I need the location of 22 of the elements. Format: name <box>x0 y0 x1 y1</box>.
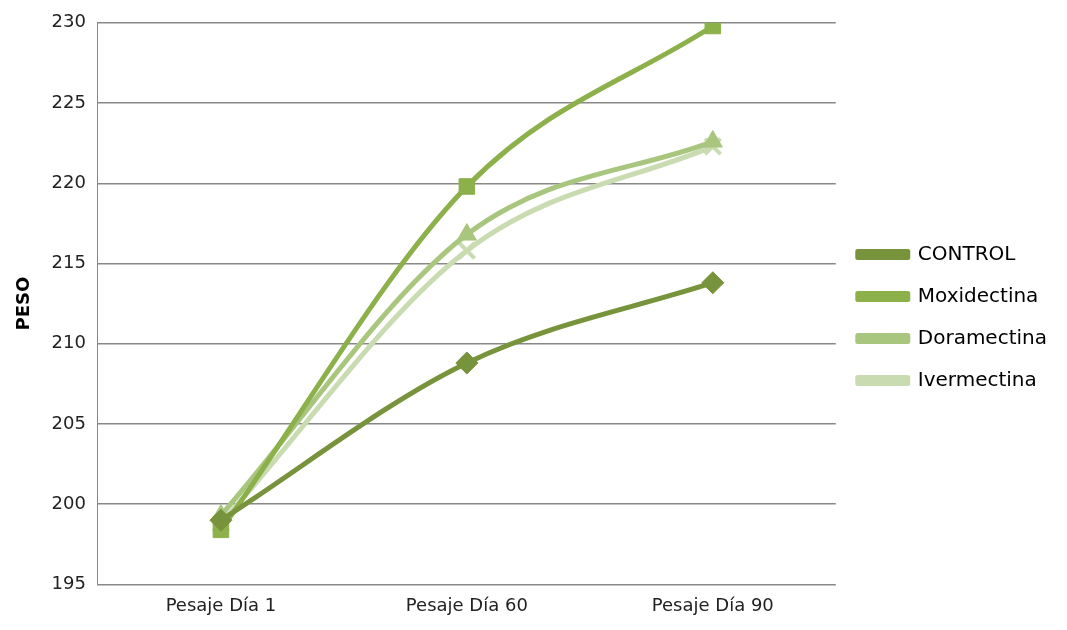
y-tick-label: 225 <box>51 90 86 112</box>
legend-label: Doramectina <box>917 324 1048 349</box>
y-axis-title: PESO <box>12 276 34 331</box>
x-tick-label: Pesaje Día 1 <box>165 593 277 615</box>
x-tick-label: Pesaje Día 90 <box>651 593 774 615</box>
y-tick-label: 210 <box>51 331 86 353</box>
point <box>703 136 723 157</box>
point <box>457 240 477 261</box>
legend-label: CONTROL <box>917 240 1017 265</box>
legend-label: Moxidectina <box>917 282 1039 307</box>
y-tick-label: 200 <box>51 491 86 513</box>
point <box>455 351 479 375</box>
x-tick-label: Pesaje Día 60 <box>405 593 528 615</box>
y-tick-label: 215 <box>51 251 86 273</box>
y-tick-label: 230 <box>51 10 86 32</box>
point <box>701 271 725 295</box>
y-tick-label: 220 <box>51 170 86 192</box>
point <box>458 178 476 195</box>
point <box>209 508 233 532</box>
legend-label: Ivermectina <box>917 366 1037 391</box>
y-tick-label: 195 <box>51 572 86 594</box>
y-tick-label: 205 <box>51 411 86 433</box>
